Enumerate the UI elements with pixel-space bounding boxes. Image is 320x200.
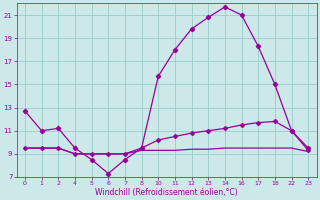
X-axis label: Windchill (Refroidissement éolien,°C): Windchill (Refroidissement éolien,°C) xyxy=(95,188,238,197)
